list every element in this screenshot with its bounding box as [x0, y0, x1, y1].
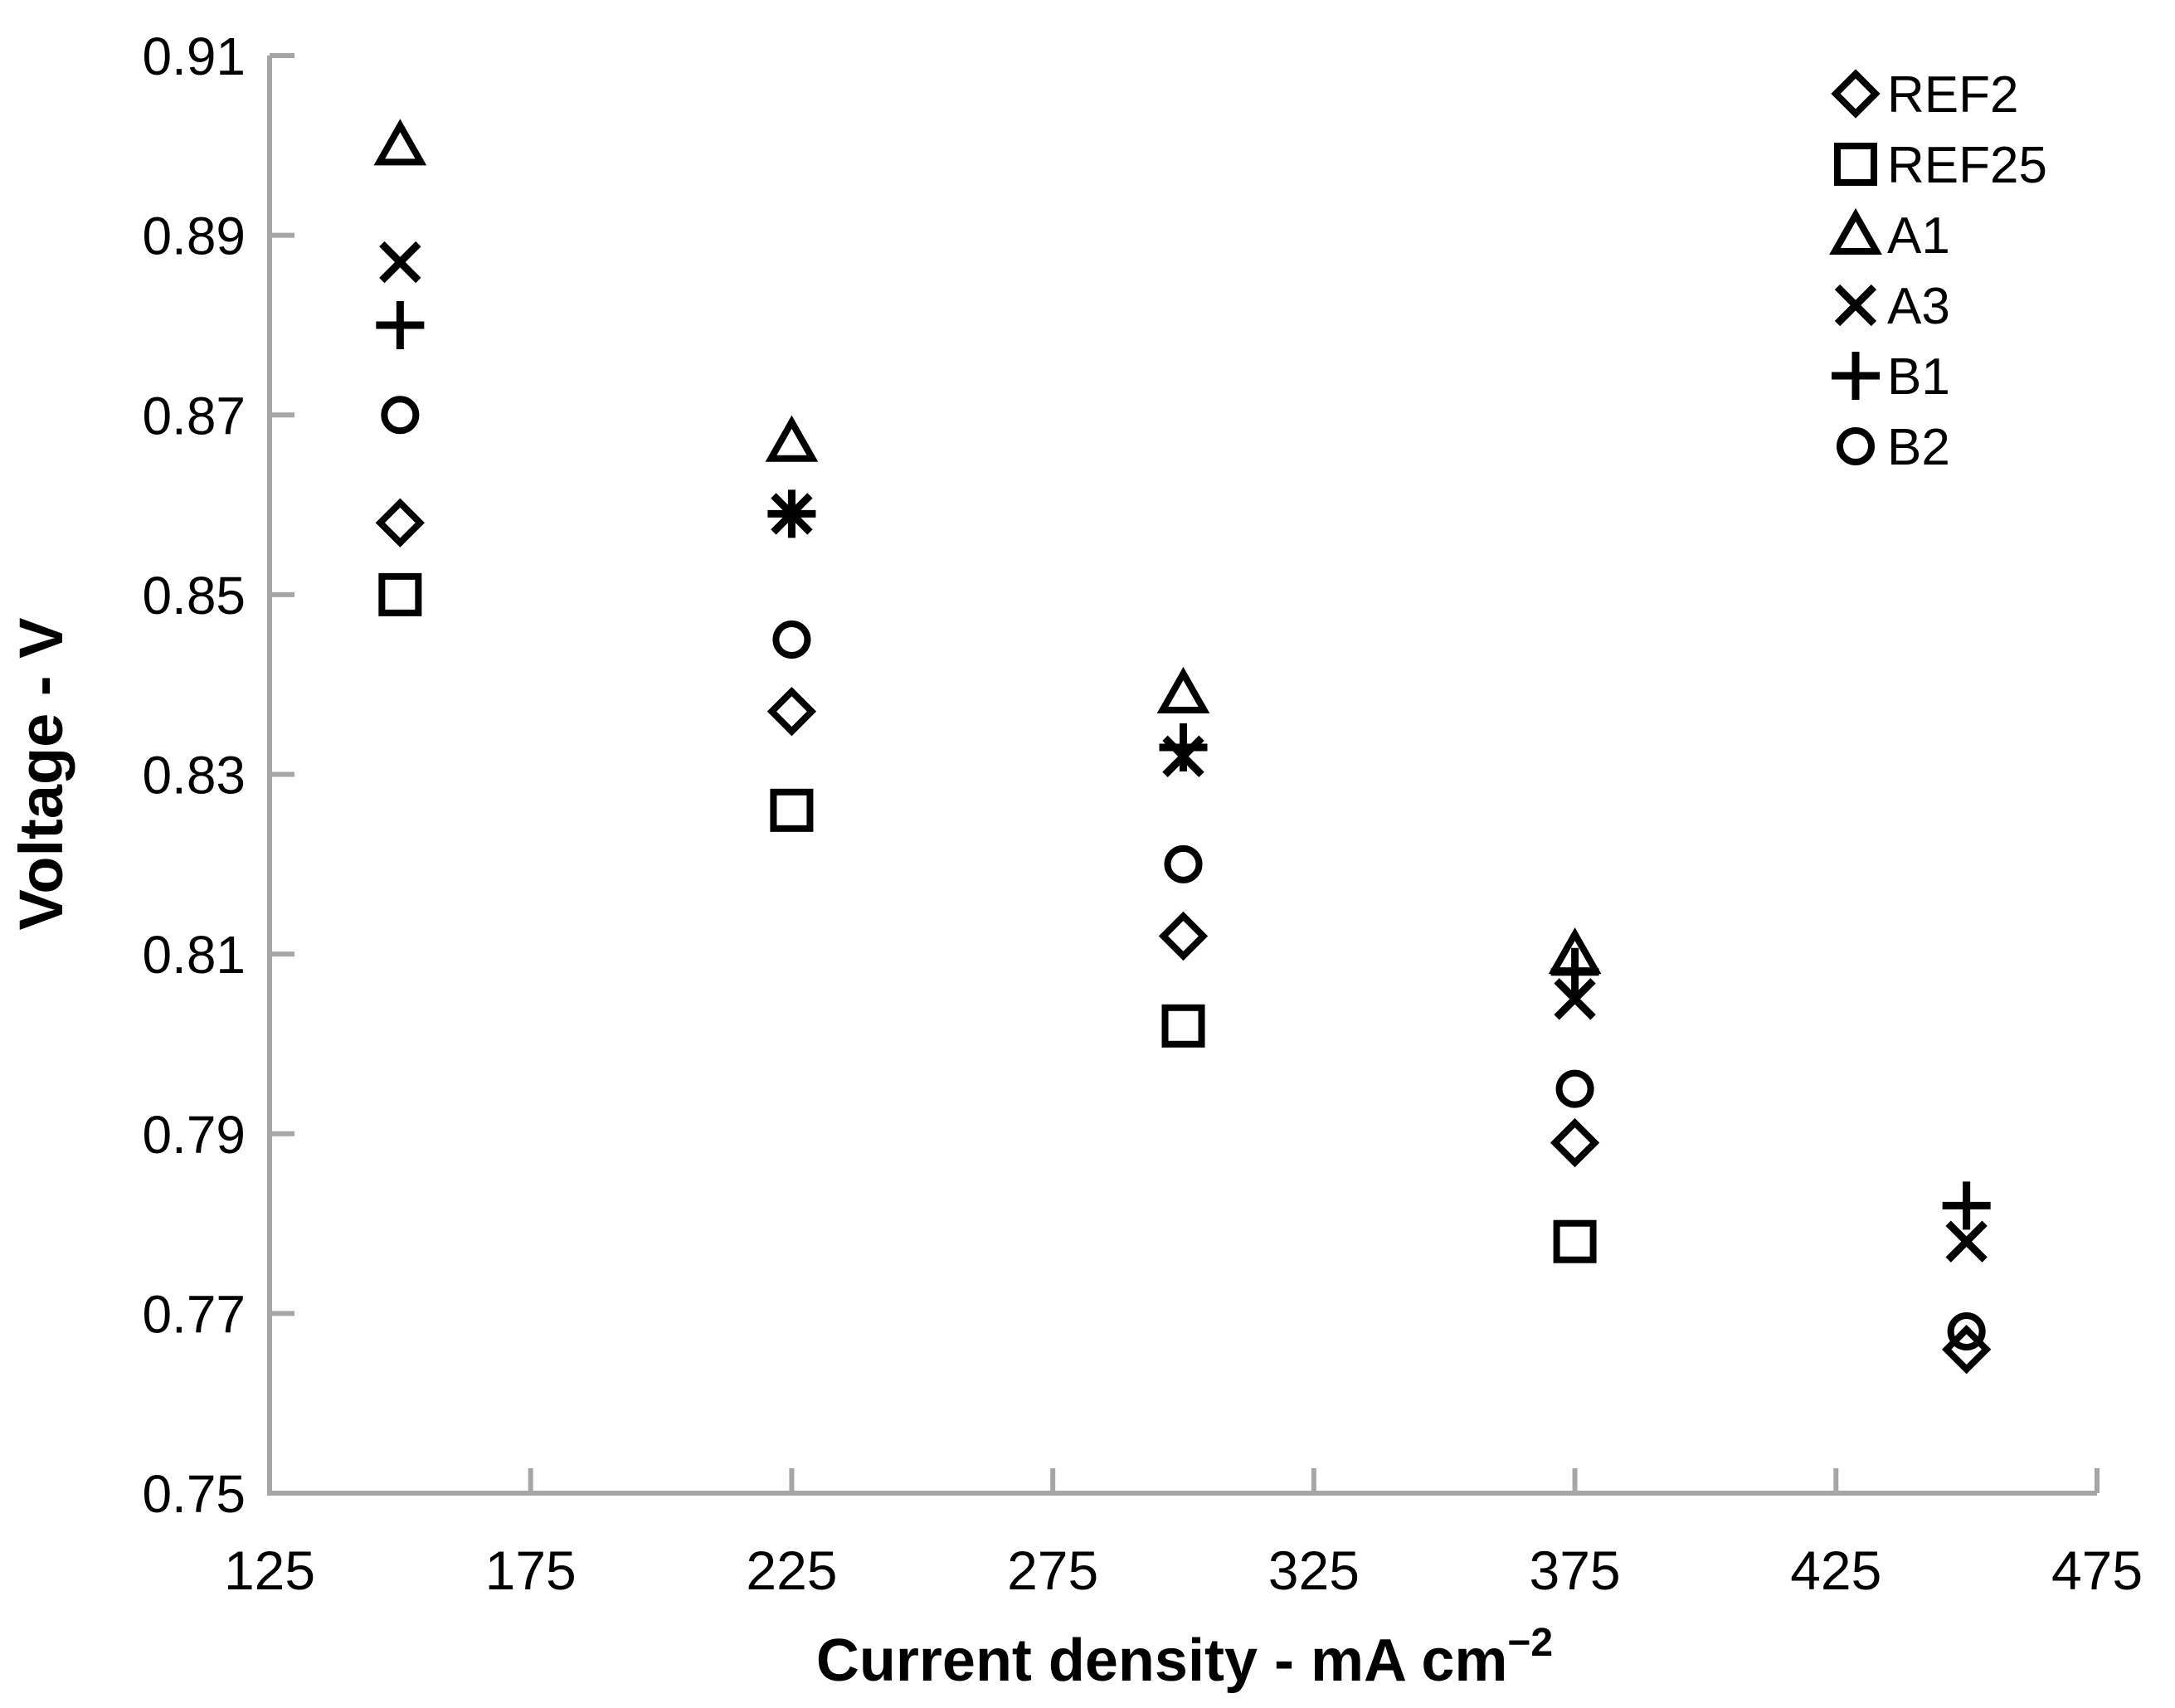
- marker-REF25: [770, 788, 814, 832]
- x-axis-title-main: Current density - mA cm: [816, 1628, 1507, 1694]
- x-tick-label: 125: [224, 1540, 315, 1601]
- series-A1: [373, 119, 1602, 975]
- y-tick-label: 0.75: [142, 1464, 246, 1524]
- marker-B1: [1550, 947, 1599, 996]
- legend-label: A3: [1887, 278, 1950, 335]
- marker-B2: [1164, 844, 1203, 883]
- x-tick-label: 275: [1007, 1540, 1098, 1601]
- x-tick-label: 475: [2051, 1540, 2143, 1601]
- marker-A1: [765, 415, 819, 462]
- marker-A3: [1554, 978, 1596, 1020]
- legend-marker-B2-icon: [1837, 427, 1875, 465]
- marker-B2: [1555, 1069, 1594, 1108]
- marker-B1: [767, 489, 816, 538]
- x-tick-label: 375: [1530, 1540, 1621, 1601]
- legend-item-REF25: REF25: [1834, 137, 2047, 194]
- marker-B2: [381, 396, 420, 435]
- marker-REF25: [1161, 1004, 1205, 1048]
- legend-item-B2: B2: [1837, 419, 1950, 476]
- legend-item-A1: A1: [1829, 207, 1950, 265]
- y-tick-label: 0.85: [142, 566, 246, 625]
- marker-A3: [1945, 1220, 1988, 1263]
- x-tick-label: 225: [746, 1540, 837, 1601]
- x-tick-label: 175: [485, 1540, 577, 1601]
- marker-REF2: [766, 687, 817, 737]
- series-REF25: [378, 572, 1597, 1263]
- marker-A3: [379, 241, 421, 284]
- marker-A1: [1156, 666, 1210, 714]
- legend-marker-A1-icon: [1829, 207, 1882, 255]
- x-tick-label: 325: [1268, 1540, 1360, 1601]
- x-axis-title: Current density - mA cm−2: [816, 1621, 1553, 1694]
- marker-REF25: [378, 572, 422, 616]
- marker-B1: [1159, 723, 1208, 772]
- y-axis-title: Voltage - V: [7, 618, 75, 931]
- marker-A1: [373, 119, 427, 166]
- marker-B2: [772, 620, 811, 659]
- legend-marker-REF25-icon: [1834, 143, 1877, 186]
- marker-REF2: [375, 498, 426, 547]
- marker-REF2: [1550, 1117, 1600, 1168]
- series-REF2: [375, 498, 1992, 1375]
- y-tick-label: 0.77: [142, 1284, 246, 1344]
- legend-marker-A3-icon: [1834, 284, 1877, 327]
- legend-marker-B1-icon: [1832, 352, 1880, 400]
- y-tick-label: 0.83: [142, 746, 246, 805]
- y-tick-label: 0.79: [142, 1105, 246, 1165]
- legend-marker-REF2-icon: [1831, 69, 1881, 119]
- y-tick-label: 0.87: [142, 386, 246, 445]
- legend-label: REF25: [1887, 137, 2047, 194]
- legend-item-A3: A3: [1834, 278, 1950, 335]
- legend-label: B2: [1887, 419, 1950, 476]
- marker-B2: [1947, 1312, 1986, 1351]
- marker-REF25: [1553, 1219, 1597, 1263]
- y-tick-label: 0.81: [142, 925, 246, 985]
- legend-label: B1: [1887, 348, 1950, 406]
- legend-item-REF2: REF2: [1831, 66, 2018, 124]
- legend: REF2 REF25 A1 A3 B1 B2: [1829, 66, 2047, 476]
- y-tick-label: 0.89: [142, 207, 246, 266]
- marker-B1: [376, 300, 425, 349]
- x-tick-label: 425: [1790, 1540, 1881, 1601]
- marker-REF2: [1158, 911, 1209, 961]
- x-axis-title-superscript: −2: [1507, 1621, 1553, 1665]
- series-B1: [376, 300, 1991, 1230]
- y-tick-label: 0.91: [142, 27, 246, 86]
- legend-label: A1: [1887, 207, 1950, 265]
- series-B2: [381, 396, 1986, 1351]
- marker-B1: [1942, 1181, 1991, 1230]
- legend-label: REF2: [1887, 66, 2018, 124]
- legend-item-B1: B1: [1832, 348, 1950, 406]
